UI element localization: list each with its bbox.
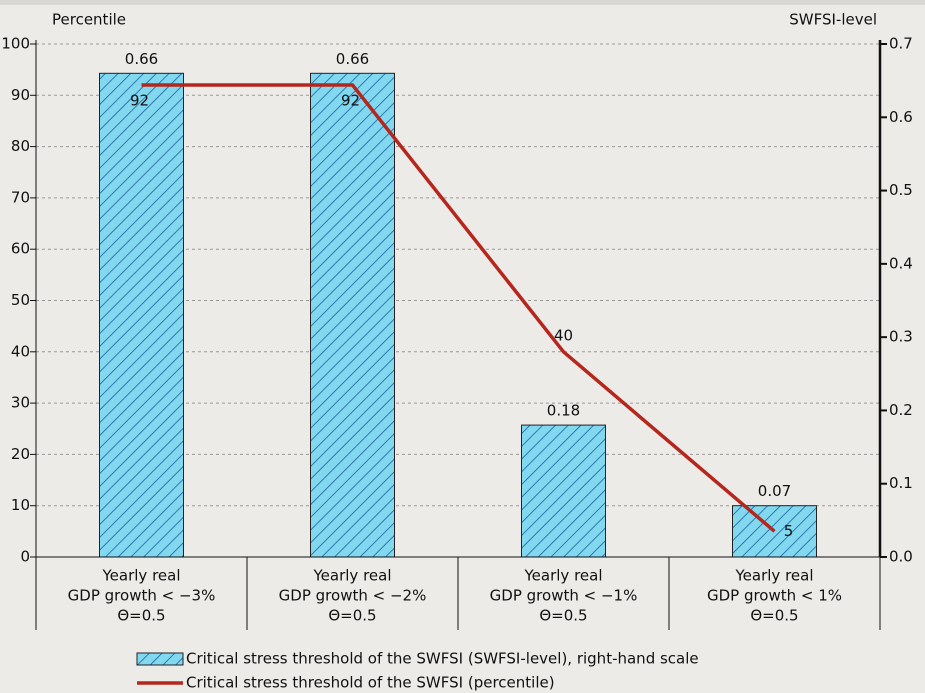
bar (521, 424, 606, 558)
bar-value-label: 0.66 (125, 50, 158, 68)
line-value-label: 92 (341, 92, 360, 110)
x-tick-label: Yearly real (735, 567, 814, 585)
y-tick-label: 70 (11, 188, 30, 206)
x-tick-label: GDP growth < −1% (490, 587, 638, 605)
line (141, 83, 776, 533)
y-tick-label: 90 (11, 86, 30, 104)
x-tick-label: Yearly real (524, 567, 603, 585)
x-tick-label: Yearly real (102, 567, 181, 585)
y2-tick-label: 0.4 (889, 254, 913, 272)
bar-value-label: 0.07 (758, 482, 791, 500)
bar-value-label: 0.18 (547, 402, 580, 420)
legend-swatch (136, 652, 184, 666)
line-value-label: 92 (130, 92, 149, 110)
y2-tick-label: 0.7 (889, 35, 913, 53)
y-axis-title: Percentile (52, 11, 126, 29)
line-value-label: 5 (784, 522, 794, 540)
y-tick-label: 100 (1, 35, 30, 53)
top-strip (0, 0, 925, 5)
bar (99, 72, 184, 558)
y2-tick-label: 0.2 (889, 401, 913, 419)
x-tick-label: Θ=0.5 (117, 607, 165, 625)
y-tick-label: 20 (11, 445, 30, 463)
x-tick-label: Yearly real (313, 567, 392, 585)
y-tick-label: 0 (20, 548, 30, 566)
y2-tick-label: 0.6 (889, 108, 913, 126)
bar (310, 72, 395, 558)
bar (732, 505, 817, 558)
x-tick-label: GDP growth < −2% (279, 587, 427, 605)
y-tick-label: 40 (11, 342, 30, 360)
y-tick-label: 80 (11, 137, 30, 155)
y-tick-label: 10 (11, 496, 30, 514)
x-tick-label: Θ=0.5 (750, 607, 798, 625)
y2-tick-label: 0.1 (889, 474, 913, 492)
y-tick-label: 30 (11, 394, 30, 412)
line-value-label: 40 (554, 326, 573, 344)
y2-axis-title: SWFSI-level (789, 11, 877, 29)
y2-tick-label: 0.0 (889, 548, 913, 566)
x-tick-label: GDP growth < 1% (707, 587, 842, 605)
legend-label: Critical stress threshold of the SWFSI (… (186, 650, 699, 668)
x-tick-label: GDP growth < −3% (68, 587, 216, 605)
bar-value-label: 0.66 (336, 50, 369, 68)
y-tick-label: 60 (11, 240, 30, 258)
y-tick-label: 50 (11, 291, 30, 309)
y2-tick-label: 0.3 (889, 328, 913, 346)
legend-label: Critical stress threshold of the SWFSI (… (186, 674, 555, 692)
x-tick-label: Θ=0.5 (328, 607, 376, 625)
x-tick-label: Θ=0.5 (539, 607, 587, 625)
y2-tick-label: 0.5 (889, 181, 913, 199)
